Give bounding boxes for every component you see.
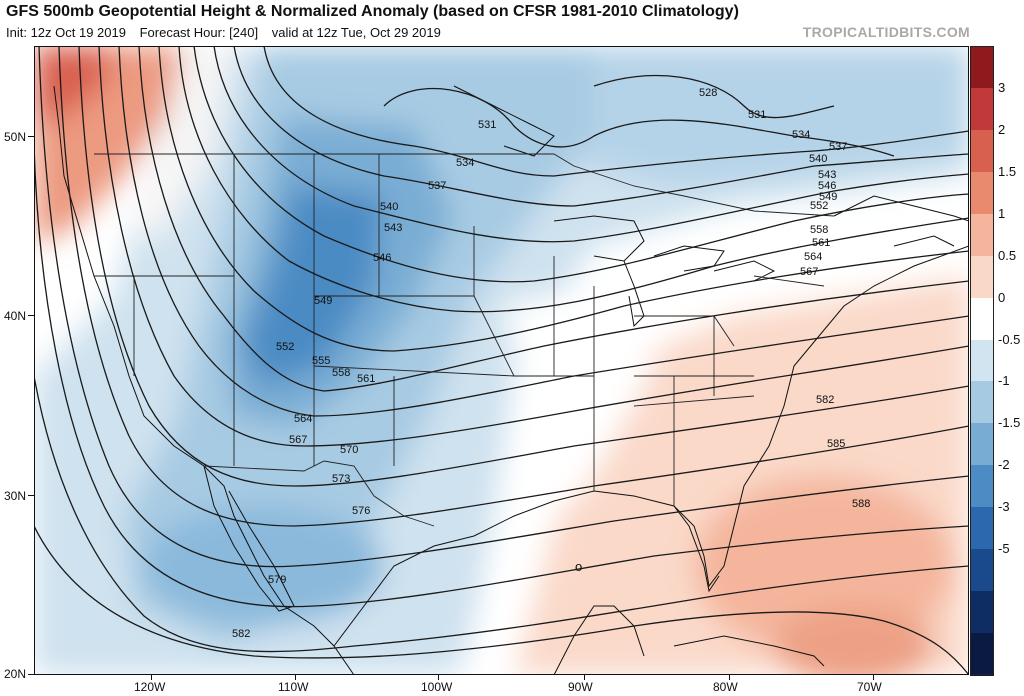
contour-label: 537 (428, 180, 446, 192)
contour-label: 579 (268, 574, 286, 586)
colorbar-swatch (970, 549, 994, 592)
political-borders (94, 153, 835, 527)
lon-tick (151, 675, 152, 680)
lat-tick (28, 136, 34, 137)
colorbar-swatch (970, 129, 994, 173)
colorbar-swatch (970, 591, 994, 634)
colorbar-swatch (970, 633, 994, 676)
contour-label: 561 (357, 373, 375, 385)
contour-label: 531 (748, 109, 766, 121)
low-marker: o (575, 559, 582, 574)
contour-label: 549 (819, 191, 837, 203)
contour-label: 588 (852, 498, 870, 510)
colorbar-label: -0.5 (998, 331, 1021, 347)
contour-label: 567 (800, 266, 818, 278)
lon-tick (438, 675, 439, 680)
contour-labels: 528 531 531 534 534 537 537 540 540 543 … (232, 87, 870, 640)
contour-label: 549 (314, 295, 332, 307)
lat-tick (28, 495, 34, 496)
colorbar-swatch (970, 171, 994, 215)
contour-label: 558 (810, 224, 828, 236)
contour-label: 534 (792, 129, 810, 141)
colorbar-label: -1 (998, 373, 1010, 389)
lon-label: 70W (857, 680, 882, 694)
forecast-hour: Forecast Hour: [240] (139, 25, 259, 40)
colorbar-label: 0.5 (998, 247, 1017, 263)
colorbar-label: 0 (998, 289, 1006, 305)
contour-label: 531 (478, 119, 496, 131)
colorbar-swatch (970, 339, 994, 383)
init-time: Init: 12z Oct 19 2019 (6, 25, 126, 40)
contour-label: 564 (804, 251, 822, 263)
contour-label: 528 (699, 87, 717, 99)
contour-label: 552 (276, 341, 294, 353)
coastlines (53, 85, 969, 675)
contour-label: 582 (232, 628, 250, 640)
contour-label: 573 (332, 473, 350, 485)
lat-label: 40N (4, 309, 27, 323)
contour-label: 555 (312, 355, 330, 367)
chart-title: GFS 500mb Geopotential Height & Normaliz… (6, 3, 739, 20)
colorbar (970, 46, 994, 676)
contour-label: 570 (340, 444, 358, 456)
contour-label: 576 (352, 505, 370, 517)
lon-tick (729, 675, 730, 680)
colorbar-label: 3 (998, 79, 1006, 95)
colorbar-swatch (970, 46, 994, 89)
contour-label: 540 (809, 153, 827, 165)
lon-tick (584, 675, 585, 680)
colorbar-label: -3 (998, 499, 1010, 515)
colorbar-label: 1 (998, 205, 1006, 221)
chart-subtitle: Init: 12z Oct 19 2019 Forecast Hour: [24… (6, 25, 451, 40)
contour-label: 540 (380, 201, 398, 213)
colorbar-swatch (970, 423, 994, 466)
colorbar-label: 1.5 (998, 163, 1017, 179)
contour-label: 546 (373, 252, 391, 264)
colorbar-label: -2 (998, 457, 1010, 473)
map-panel: 528 531 531 534 534 537 537 540 540 543 … (34, 46, 969, 675)
map-frame (34, 46, 969, 675)
colorbar-swatch (970, 213, 994, 257)
lat-label: 20N (4, 667, 27, 681)
colorbar-swatch (970, 507, 994, 550)
contour-label: 543 (384, 222, 402, 234)
contour-label: 585 (827, 438, 845, 450)
colorbar-label: -1.5 (998, 415, 1021, 431)
colorbar-swatch (970, 297, 994, 341)
contour-label: 537 (829, 141, 847, 153)
anomaly-map: 528 531 531 534 534 537 537 540 540 543 … (34, 46, 969, 675)
lon-label: 110W (278, 680, 309, 694)
contour-label: 582 (816, 394, 834, 406)
contour-label: 543 (818, 169, 836, 181)
brand-watermark: TROPICALTIDBITS.COM (802, 24, 970, 40)
lat-tick (28, 674, 34, 675)
lon-label: 120W (134, 680, 166, 694)
contour-label: 534 (456, 157, 474, 169)
contour-label: 546 (818, 180, 836, 192)
contour-label: 552 (810, 200, 828, 212)
lon-label: 90W (568, 680, 593, 694)
colorbar-swatch (970, 87, 994, 131)
contour-label: 564 (294, 413, 312, 425)
colorbar-label: 2 (998, 121, 1006, 137)
height-contours (34, 46, 969, 675)
lon-tick (295, 675, 296, 680)
lon-label: 80W (713, 680, 738, 694)
colorbar-swatch (970, 255, 994, 299)
valid-time: valid at 12z Tue, Oct 29 2019 (271, 25, 441, 40)
contour-label: 567 (289, 434, 307, 446)
colorbar-swatch (970, 465, 994, 508)
colorbar-swatch (970, 381, 994, 424)
contour-label: 558 (332, 367, 350, 379)
lat-label: 50N (4, 130, 27, 144)
colorbar-label: -5 (998, 541, 1010, 557)
lat-label: 30N (4, 489, 27, 503)
contour-label: 561 (812, 237, 830, 249)
lat-tick (28, 315, 34, 316)
lon-label: 100W (421, 680, 453, 694)
colorbar-frame (970, 46, 994, 675)
lon-tick (873, 675, 874, 680)
